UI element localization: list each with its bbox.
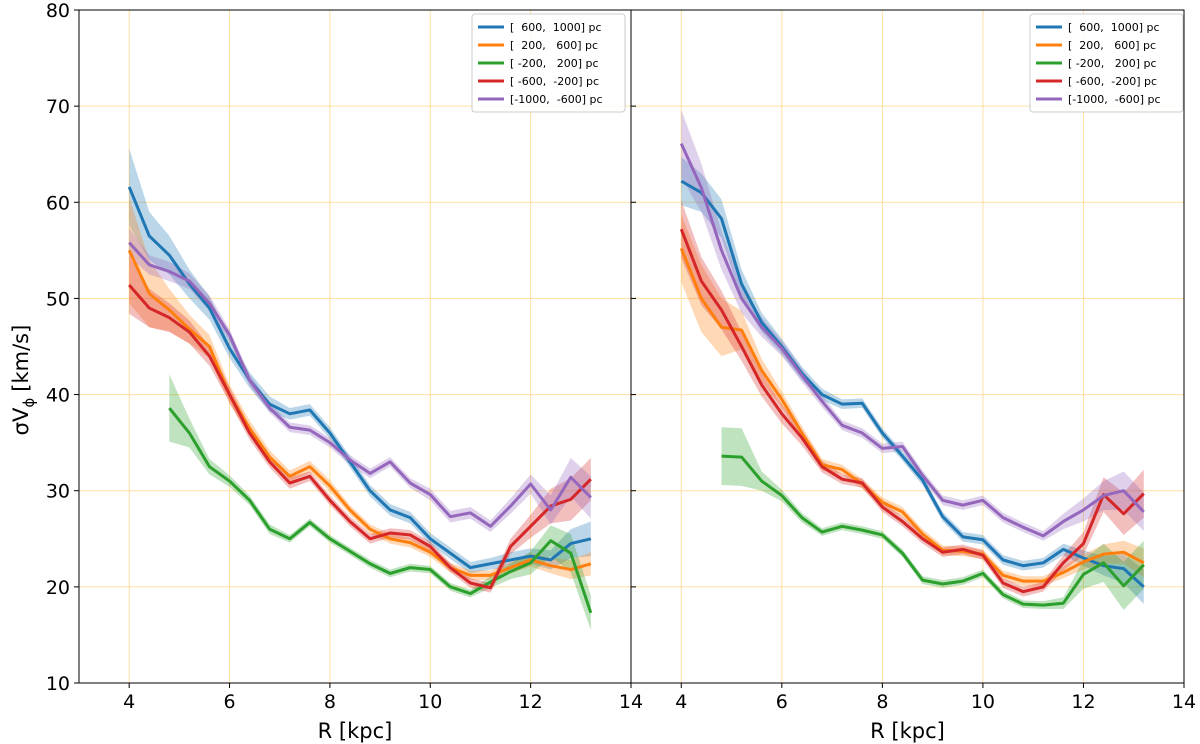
error-band-series-3	[681, 200, 1144, 597]
y-tick-label: 10	[46, 673, 70, 695]
line-series-4	[679, 143, 1145, 538]
x-tick-label: 12	[1071, 691, 1095, 713]
x-axis-label: R [kpc]	[870, 719, 945, 743]
error-band-series-4	[129, 228, 591, 533]
line-series-0	[127, 186, 592, 570]
error-band-series-4	[681, 109, 1144, 541]
error-band-series-0	[129, 148, 591, 574]
legend-box	[1029, 13, 1184, 113]
x-tick-label: 10	[418, 691, 442, 713]
left-panel: 4 6 8 10 12 14 10 20 30 40 50 60 70 80 R [kpc] [ 600, 1…	[46, 0, 643, 743]
y-tick-label: 60	[46, 192, 70, 214]
x-tick-label: 6	[223, 691, 235, 713]
x-tick-label: 8	[324, 691, 336, 713]
y-tick-label: 80	[46, 0, 70, 22]
legend-entry: [ 200, 600] pc	[1068, 39, 1156, 52]
line-series-1	[127, 249, 592, 577]
x-tick-label: 14	[1172, 691, 1196, 713]
y-tick-label: 40	[46, 385, 70, 407]
legend: [ 600, 1000] pc [ 200, 600] pc [ -200, 200…	[471, 13, 626, 113]
legend-entry: [ 600, 1000] pc	[510, 21, 602, 34]
error-band-series-1	[681, 214, 1144, 586]
x-tick-label: 6	[776, 691, 788, 713]
y-tick-label: 30	[46, 481, 70, 503]
legend-entry: [-1000, -600] pc	[510, 93, 603, 106]
line-series-1	[679, 247, 1145, 583]
error-band-series-2	[169, 374, 591, 631]
x-tick-label: 4	[675, 691, 687, 713]
x-tick-label: 8	[876, 691, 888, 713]
x-tick-label: 4	[123, 691, 135, 713]
y-axis-label: σVϕ[km/s]	[9, 325, 38, 436]
y-tick-label: 70	[46, 96, 70, 118]
legend-entry: [ 200, 600] pc	[510, 39, 598, 52]
error-band-series-2	[721, 427, 1144, 610]
y-tick-label: 50	[46, 288, 70, 310]
x-tick-label: 12	[519, 691, 543, 713]
legend-entry: [ -600, -200] pc	[510, 75, 599, 88]
line-series-2	[168, 407, 593, 614]
line-series-2	[721, 454, 1145, 607]
legend-entry: [-1000, -600] pc	[1068, 93, 1161, 106]
legend-entry: [ -200, 200] pc	[1068, 57, 1157, 70]
x-tick-label: 10	[971, 691, 995, 713]
right-panel: 4 6 8 10 12 14 R [kpc] [ 600, 1000] pc [ 200, 60…	[630, 9, 1196, 743]
line-series-4	[128, 241, 592, 528]
legend-entry: [ -200, 200] pc	[510, 57, 599, 70]
error-band-series-0	[681, 157, 1144, 605]
x-tick-label: 14	[619, 691, 643, 713]
legend: [ 600, 1000] pc [ 200, 600] pc [ -200, 200…	[1029, 13, 1184, 113]
legend-entry: [ -600, -200] pc	[1068, 75, 1157, 88]
legend-entry: [ 600, 1000] pc	[1068, 21, 1160, 34]
y-tick-label: 20	[46, 577, 70, 599]
x-axis-label: R [kpc]	[318, 719, 393, 743]
axes-frame	[630, 9, 1185, 684]
error-band-series-3	[129, 256, 591, 593]
line-series-3	[128, 283, 592, 590]
line-series-0	[680, 179, 1145, 588]
error-band-series-1	[129, 197, 591, 581]
legend-box	[471, 13, 626, 113]
line-series-3	[679, 228, 1145, 594]
